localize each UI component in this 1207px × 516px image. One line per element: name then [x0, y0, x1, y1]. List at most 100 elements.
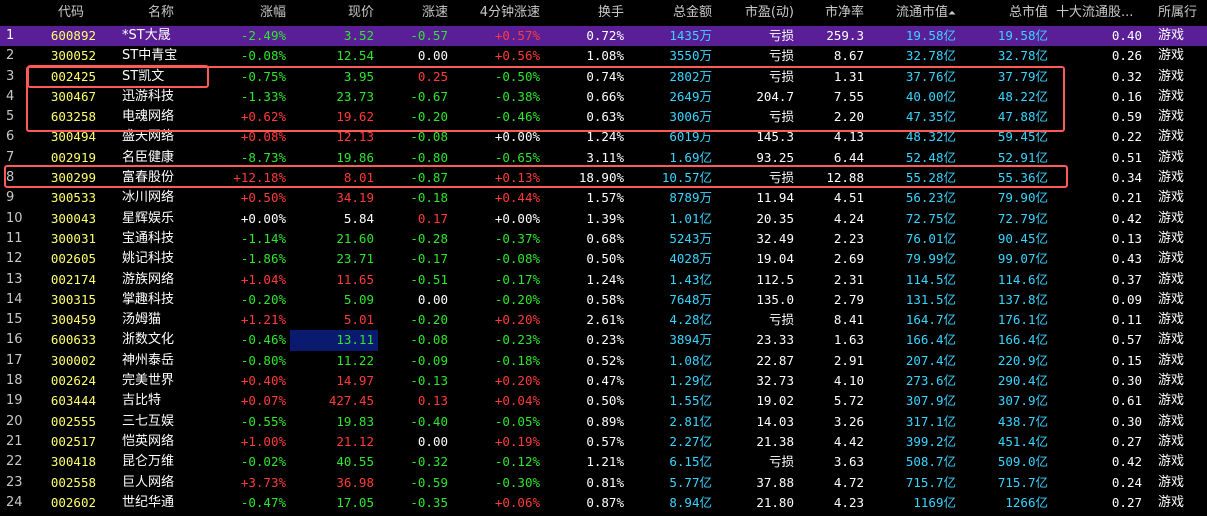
- cell-speed-4min: -0.65%: [494, 149, 540, 165]
- cell-total-amount-unit: 万: [699, 230, 712, 246]
- cell-total-amount-unit: 亿: [699, 210, 712, 226]
- col-header-price[interactable]: 现价: [347, 5, 374, 20]
- table-row[interactable]: 11 300031 宝通科技 -1.14% 21.60 -0.28 -0.37% 0.68% 5…: [0, 229, 1207, 249]
- table-row[interactable]: 5 603258 电魂网络 +0.62% 19.62 -0.20 -0.46% 0.63% 30…: [0, 107, 1207, 127]
- cell-float-cap-unit: 亿: [943, 251, 956, 267]
- cell-price: 8.01: [343, 170, 374, 186]
- col-header-total-cap[interactable]: 总市值: [1008, 5, 1048, 20]
- table-row[interactable]: 7 002919 名臣健康 -8.73% 19.86 -0.80 -0.65% 3.11% 1.…: [0, 148, 1207, 168]
- col-header-pb[interactable]: 市净率: [824, 5, 864, 20]
- cell-total-cap-value: 99.07: [997, 251, 1036, 267]
- table-row[interactable]: 1 600892 *ST大晟 -2.49% 3.52 -0.57 +0.57% 0.72% 14…: [0, 26, 1207, 47]
- cell-speed: 0.17: [417, 210, 448, 226]
- table-row[interactable]: 8 300299 富春股份 +12.18% 8.01 -0.87 +0.13% 18.90% 1…: [0, 168, 1207, 188]
- cell-total-amount-value: 6019: [669, 129, 700, 145]
- cell-stock-name: 吉比特: [122, 393, 162, 409]
- cell-float-cap-unit: 亿: [943, 291, 956, 307]
- cell-total-amount-value: 10.57: [661, 170, 700, 186]
- cell-speed-4min: -0.46%: [494, 109, 540, 125]
- cell-total-amount-value: 4.28: [669, 312, 700, 328]
- table-row[interactable]: 2 300052 ST中青宝 -0.08% 12.54 0.00 +0.56% 1.08% 35…: [0, 46, 1207, 66]
- cell-price: 5.01: [343, 312, 374, 328]
- col-header-code[interactable]: 代码: [57, 5, 84, 20]
- table-row[interactable]: 22 300418 昆仑万维 -0.02% 40.55 -0.32 -0.12% 1.21% 6…: [0, 452, 1207, 472]
- cell-total-amount: 2802万: [628, 67, 716, 87]
- cell-total-cap-value: 55.36: [997, 170, 1036, 186]
- cell-total-cap: 79.90亿: [958, 188, 1050, 208]
- cell-stock-code: 603258: [50, 109, 96, 125]
- cell-float-cap-unit: 亿: [943, 68, 956, 84]
- cell-top10-float-holders: 0.43: [1111, 251, 1142, 267]
- table-row[interactable]: 9 300533 冰川网络 +0.50% 34.19 -0.18 +0.44% 1.57% 87…: [0, 188, 1207, 208]
- table-row[interactable]: 21 002517 恺英网络 +1.00% 21.12 0.00 +0.19% 0.57% 2.…: [0, 432, 1207, 452]
- cell-pb-ratio: 4.13: [833, 129, 864, 145]
- cell-float-cap-value: 715.7: [905, 474, 944, 490]
- cell-total-cap-value: 90.45: [997, 230, 1036, 246]
- table-row[interactable]: 13 002174 游族网络 +1.04% 11.65 -0.51 -0.17% 1.24% 1…: [0, 270, 1207, 290]
- cell-total-amount-value: 5243: [669, 230, 700, 246]
- col-header-industry[interactable]: 所属行: [1158, 5, 1198, 20]
- cell-float-cap-unit: 亿: [943, 474, 956, 490]
- cell-float-cap-unit: 亿: [943, 433, 956, 449]
- cell-speed-4min: +0.00%: [494, 210, 540, 226]
- col-header-pe[interactable]: 市盈(动): [744, 5, 794, 20]
- cell-price: 14.97: [336, 373, 374, 389]
- table-row[interactable]: 14 300315 掌趣科技 -0.20% 5.09 0.00 -0.20% 0.58% 764…: [0, 290, 1207, 310]
- cell-total-cap-unit: 亿: [1035, 291, 1048, 307]
- cell-industry: 游戏: [1158, 373, 1185, 389]
- cell-total-cap-value: 59.45: [997, 129, 1036, 145]
- cell-row-index: 18: [6, 373, 23, 389]
- table-row[interactable]: 19 603444 吉比特 +0.07% 427.45 0.13 +0.04% 0.50% 1.…: [0, 391, 1207, 411]
- cell-pe-ratio: 112.5: [756, 271, 794, 287]
- table-row[interactable]: 12 002605 姚记科技 -1.86% 23.71 -0.17 -0.08% 0.50% 4…: [0, 249, 1207, 269]
- cell-pe-ratio: 11.94: [756, 190, 794, 206]
- table-row[interactable]: 23 002558 巨人网络 +3.73% 36.98 -0.59 -0.30% 0.81% 5…: [0, 473, 1207, 493]
- cell-total-cap-unit: 亿: [1035, 48, 1048, 64]
- cell-total-cap: 307.9亿: [958, 391, 1050, 411]
- cell-price: 13.11: [290, 330, 378, 351]
- cell-float-cap: 207.4亿: [868, 351, 958, 371]
- cell-total-amount-value: 6.15: [669, 454, 700, 470]
- cell-pb-ratio: 2.91: [833, 352, 864, 368]
- cell-total-cap: 59.45亿: [958, 127, 1050, 147]
- cell-total-cap-value: 451.4: [997, 433, 1036, 449]
- cell-speed-4min: -0.18%: [494, 352, 540, 368]
- table-row[interactable]: 24 002602 世纪华通 -0.47% 17.05 -0.35 +0.06% 0.87% 8…: [0, 493, 1207, 513]
- col-header-pct[interactable]: 涨幅: [259, 5, 286, 20]
- cell-industry: 游戏: [1158, 312, 1185, 328]
- cell-total-amount: 1.01亿: [628, 209, 716, 229]
- col-header-float-cap[interactable]: 流通市值⏶: [868, 0, 958, 26]
- table-row[interactable]: 6 300494 盛天网络 +0.08% 12.13 -0.08 +0.00% 1.24% 60…: [0, 127, 1207, 147]
- cell-top10-float-holders: 0.42: [1111, 210, 1142, 226]
- cell-total-amount-unit: 亿: [699, 352, 712, 368]
- table-row[interactable]: 4 300467 迅游科技 -1.33% 23.73 -0.67 -0.38% 0.66% 26…: [0, 87, 1207, 107]
- cell-float-cap-unit: 亿: [943, 413, 956, 429]
- cell-price: 19.86: [336, 149, 374, 165]
- col-header-top10[interactable]: 十大流通股...: [1056, 5, 1134, 20]
- cell-total-amount-value: 5.77: [669, 474, 700, 490]
- table-row[interactable]: 16 600633 浙数文化 -0.46% 13.11 -0.08 -0.23% 0.23% 3…: [0, 330, 1207, 351]
- cell-turnover: 0.57%: [586, 433, 624, 449]
- cell-speed: -0.28: [410, 230, 448, 246]
- cell-stock-code: 002605: [50, 251, 96, 267]
- cell-total-cap: 290.4亿: [958, 371, 1050, 391]
- table-row[interactable]: 3 002425 ST凯文 -0.75% 3.95 0.25 -0.50% 0.74% 2802…: [0, 67, 1207, 87]
- cell-total-cap: 1266亿: [958, 493, 1050, 513]
- table-row[interactable]: 20 002555 三七互娱 -0.55% 19.83 -0.40 -0.05% 0.89% 2…: [0, 412, 1207, 432]
- table-row[interactable]: 15 300459 汤姆猫 +1.21% 5.01 -0.20 +0.20% 2.61% 4.2…: [0, 310, 1207, 330]
- col-header-speed4[interactable]: 4分钟涨速: [479, 5, 540, 20]
- col-header-amount[interactable]: 总金额: [672, 5, 712, 20]
- col-header-name[interactable]: 名称: [147, 5, 174, 20]
- col-header-turnover[interactable]: 换手: [597, 5, 624, 20]
- table-row[interactable]: 18 002624 完美世界 +0.40% 14.97 -0.13 +0.20% 0.47% 1…: [0, 371, 1207, 391]
- cell-pb-ratio: 2.23: [833, 230, 864, 246]
- cell-speed: -0.35: [410, 494, 448, 510]
- cell-pe-ratio: 亏损: [768, 48, 794, 64]
- table-row[interactable]: 17 300002 神州泰岳 -0.80% 11.22 -0.09 -0.18% 0.52% 1…: [0, 351, 1207, 371]
- table-row[interactable]: 10 300043 星辉娱乐 +0.00% 5.84 0.17 +0.00% 1.39% 1.0…: [0, 209, 1207, 229]
- cell-total-cap-unit: 亿: [1035, 129, 1048, 145]
- cell-turnover: 1.39%: [586, 210, 624, 226]
- cell-stock-name: 宝通科技: [122, 230, 175, 246]
- col-header-speed[interactable]: 涨速: [421, 5, 448, 20]
- cell-total-amount-unit: 万: [699, 190, 712, 206]
